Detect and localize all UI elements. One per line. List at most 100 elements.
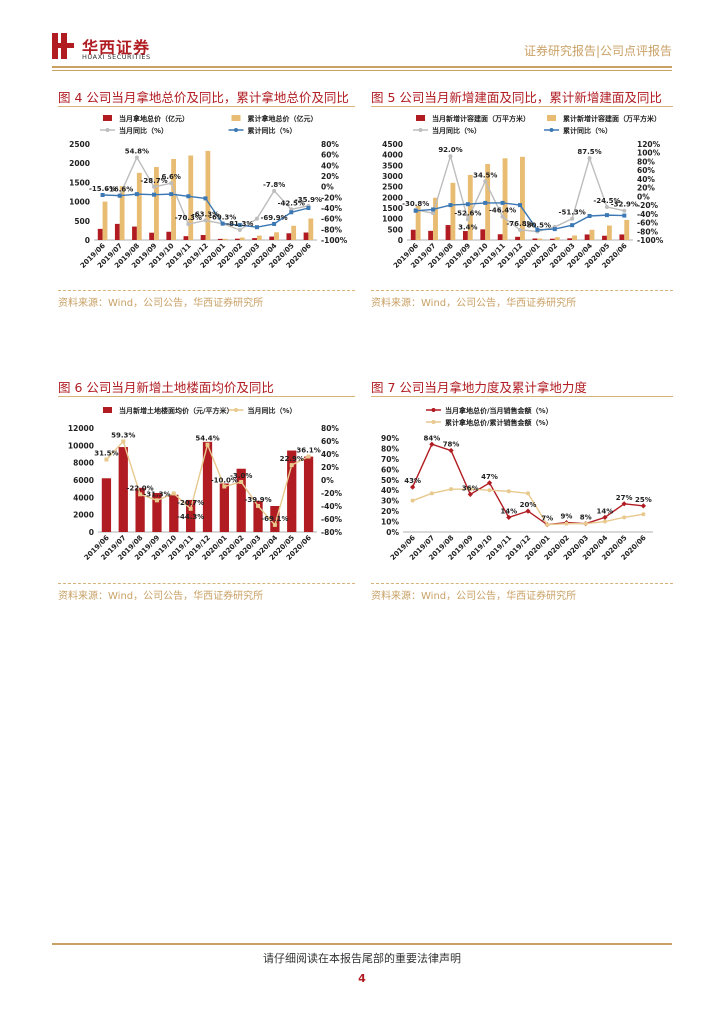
legend-marker [105, 128, 110, 132]
data-label: 34.5% [473, 171, 497, 179]
data-point [254, 216, 259, 221]
data-label: 31.5% [94, 450, 118, 458]
data-label: -46.4% [489, 207, 516, 215]
y-tick-label: 50% [381, 476, 399, 485]
y2-tick-label: 0% [637, 192, 650, 201]
data-point [256, 503, 261, 508]
bar [169, 494, 179, 532]
data-label: 47% [481, 473, 498, 481]
data-label: -16.6% [106, 186, 133, 194]
y2-tick-label: -80% [321, 225, 343, 234]
bar [602, 235, 607, 240]
y2-tick-label: 80% [321, 424, 339, 433]
bar [502, 158, 508, 240]
data-point [186, 222, 191, 227]
data-label: 25% [635, 496, 652, 504]
data-point [272, 522, 277, 527]
data-label: 20% [520, 501, 537, 509]
data-point [500, 214, 505, 219]
bar [410, 229, 416, 240]
page-number: 4 [358, 972, 366, 985]
fig5-source: 资料来源：Wind，公司公告，华西证券研究所 [371, 298, 577, 309]
data-point [188, 506, 193, 511]
y2-tick-label: 20% [637, 184, 655, 193]
header-divider [52, 66, 672, 68]
data-point [104, 457, 109, 462]
fig7-source: 资料来源：Wind，公司公告，华西证券研究所 [371, 591, 577, 602]
y-tick-label: 0 [398, 236, 403, 245]
data-label: -39.9% [244, 496, 271, 504]
y-tick-label: 1000 [382, 215, 403, 224]
data-label: 54.4% [195, 435, 219, 443]
fig4-title: 图 4 公司当月拿地总价及同比，累计拿地总价及同比 [58, 90, 349, 105]
bar [515, 236, 520, 240]
data-label: -81.3% [226, 220, 253, 228]
legend-label: 当月同比（%） [248, 406, 297, 415]
data-label: -3.0% [230, 472, 252, 480]
data-point [117, 193, 122, 198]
bar [152, 493, 162, 532]
bar [286, 233, 292, 240]
y-tick-label: 40% [381, 486, 399, 495]
data-label: -20.7% [177, 499, 204, 507]
fig4-title-rule [58, 106, 355, 107]
data-point [205, 442, 210, 447]
bar [256, 235, 262, 240]
header-divider-thin [52, 70, 672, 71]
data-label: -32.9% [611, 201, 638, 209]
legend-label: 累计新增计容建面（万平方米） [563, 114, 661, 123]
fig6-chart: 当月新增土地楼面均价（元/平方米） 当月同比（%） 0 2000 4000 6000 800… [68, 406, 343, 562]
data-point [465, 217, 470, 222]
data-point [220, 221, 225, 226]
data-point [134, 192, 139, 197]
data-label: -31.3% [143, 490, 170, 498]
data-label: -10.0% [211, 477, 238, 485]
bar [589, 229, 595, 240]
data-label: 6.6% [161, 173, 180, 181]
bar [166, 231, 172, 240]
y2-tick-label: 120% [637, 140, 661, 149]
y2-tick-label: -40% [637, 210, 659, 219]
bar [114, 223, 120, 240]
legend-marker [418, 128, 423, 132]
y-tick-label: 2000 [73, 511, 94, 520]
legend-marker [234, 128, 238, 132]
bar [135, 487, 145, 532]
bar [219, 483, 229, 532]
data-label: -80.5% [524, 221, 551, 229]
fig7-title-rule [371, 396, 673, 397]
y-tick-label: 60% [381, 465, 399, 474]
bar [554, 237, 560, 240]
y-tick-label: 4000 [73, 493, 94, 502]
fig5-chart: 当月新增计容建面（万平方米） 累计新增计容建面（万平方米） 当月同比（%） 累计同比（… [382, 114, 664, 270]
bar [415, 205, 421, 240]
bar [132, 226, 137, 240]
bar [274, 232, 279, 240]
data-point [587, 214, 592, 218]
data-label: -22.0% [127, 484, 154, 492]
data-label: -15.6% [89, 185, 116, 193]
logo-text-cn: 华西证券 [82, 38, 151, 57]
data-point [500, 200, 505, 205]
y-tick-label: 6000 [73, 476, 94, 485]
bar [445, 225, 451, 240]
y2-tick-label: -40% [321, 502, 343, 511]
data-label: 14% [500, 507, 517, 515]
data-point [237, 223, 242, 228]
bar [450, 182, 456, 240]
bar [480, 229, 486, 240]
data-point [448, 447, 454, 454]
bar [222, 238, 228, 240]
data-point [272, 188, 277, 193]
data-label: -30.8% [402, 200, 429, 208]
data-label: 14% [597, 507, 614, 515]
y2-tick-label: 40% [321, 161, 339, 170]
data-point [506, 514, 512, 520]
bar [467, 174, 473, 240]
data-point [448, 154, 453, 159]
data-point [564, 521, 569, 526]
data-label: 22.9% [280, 455, 304, 463]
y2-tick-label: -20% [321, 193, 343, 202]
bar [485, 164, 491, 240]
footer-disclaimer: 请仔细阅读在本报告尾部的重要法律声明 [263, 952, 461, 965]
